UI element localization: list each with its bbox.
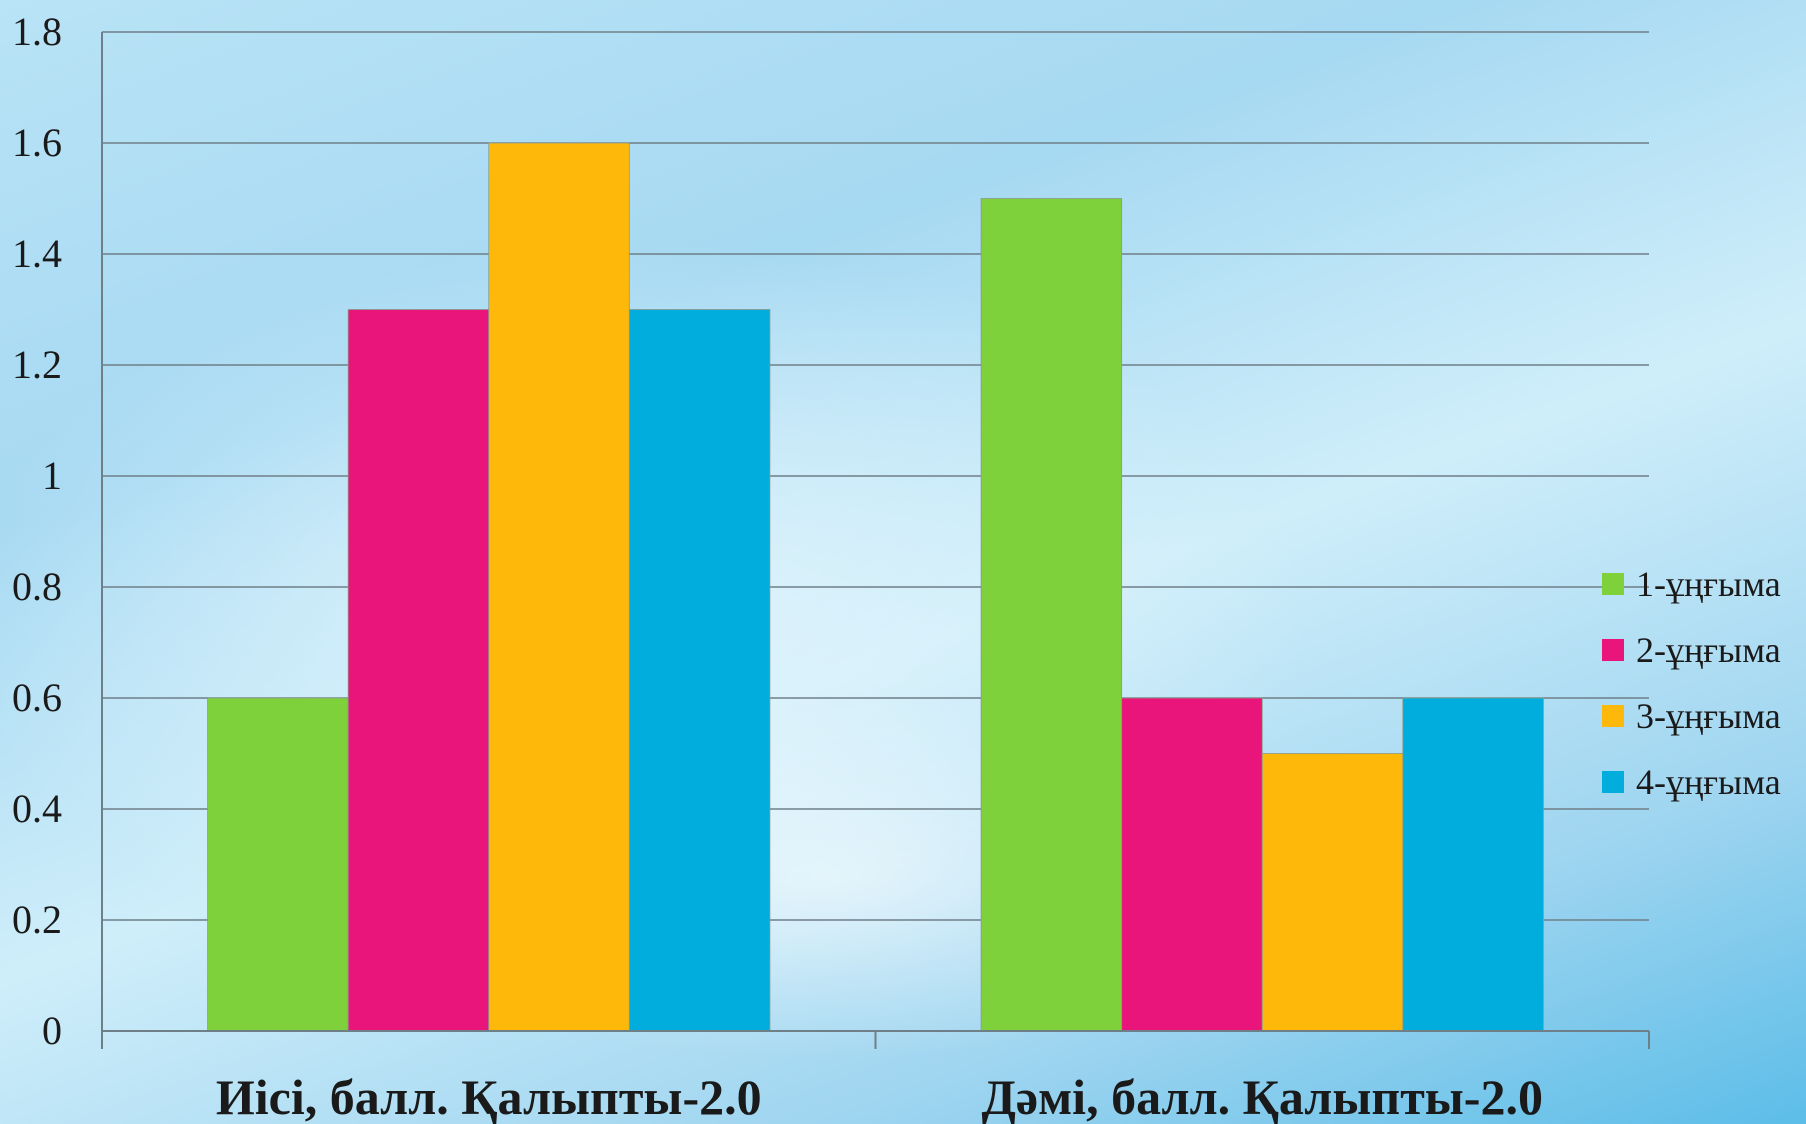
legend-swatch	[1602, 771, 1624, 793]
y-tick-label: 1.2	[12, 342, 62, 387]
y-tick-label: 0.6	[12, 675, 62, 720]
bar	[488, 142, 630, 1032]
y-tick-label: 1.8	[12, 9, 62, 54]
y-tick-label: 1	[42, 453, 62, 498]
bars	[207, 142, 1544, 1032]
legend-label: 2-ұңғыма	[1636, 630, 1781, 670]
bar	[1261, 753, 1404, 1032]
legend-swatch	[1602, 639, 1624, 661]
bar	[980, 198, 1123, 1032]
y-tick-label: 0	[42, 1008, 62, 1053]
y-tick-label: 1.4	[12, 231, 62, 276]
bar	[1402, 697, 1544, 1032]
x-category-label: Дәмі, балл. Қалыпты-2.0	[982, 1069, 1543, 1124]
legend: 1-ұңғыма 2-ұңғыма 3-ұңғыма 4-ұңғыма	[1602, 564, 1781, 802]
bar	[207, 697, 349, 1032]
legend-label: 3-ұңғыма	[1636, 696, 1781, 736]
y-tick-label: 0.4	[12, 786, 62, 831]
bar	[628, 309, 771, 1032]
axes	[101, 32, 1650, 1049]
legend-label: 4-ұңғыма	[1636, 762, 1781, 802]
legend-swatch	[1602, 573, 1624, 595]
y-tick-label: 0.8	[12, 564, 62, 609]
y-tick-label: 1.6	[12, 120, 62, 165]
y-axis-tick-labels: 0 0.2 0.4 0.6 0.8 1 1.2 1.4 1.6 1.8	[12, 9, 62, 1053]
x-axis-category-labels: Иісі, балл. Қалыпты-2.0 Дәмі, балл. Қалып…	[216, 1069, 1543, 1124]
bar	[347, 309, 490, 1032]
bar	[1121, 697, 1263, 1032]
legend-label: 1-ұңғыма	[1636, 564, 1781, 604]
y-tick-label: 0.2	[12, 897, 62, 942]
legend-swatch	[1602, 705, 1624, 727]
x-category-label: Иісі, балл. Қалыпты-2.0	[216, 1069, 762, 1124]
